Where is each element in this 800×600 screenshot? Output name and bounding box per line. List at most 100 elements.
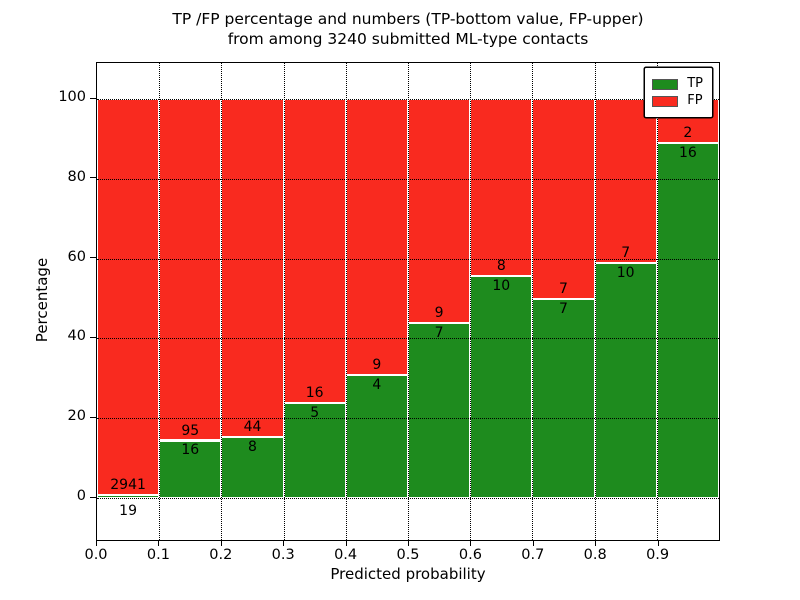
fp-count-label: 95 [181,422,200,439]
tp-bar-segment [221,436,284,498]
y-tick-label: 0 [76,488,86,504]
legend: TP FP [644,67,713,118]
x-tick-label: 0.3 [271,547,295,563]
chart-title-line1: TP /FP percentage and numbers (TP-bottom… [172,10,644,28]
tp-count-label: 16 [181,442,200,459]
x-axis-label: Predicted probability [330,565,486,583]
y-tick-label: 60 [67,248,86,265]
grid-hline [97,418,719,420]
bar-bin-0.8-0.9: 7 10 [594,99,657,498]
fp-count-label: 9 [434,305,444,322]
chart-title-line2: from among 3240 submitted ML-type contac… [227,30,589,48]
grid-vline [594,63,596,540]
legend-label-fp: FP [687,93,703,108]
tp-bar-segment [532,298,595,498]
tp-bar-segment [408,323,471,498]
x-tick-mark [532,541,534,546]
fp-bar-segment [345,99,408,376]
tp-color-swatch [652,78,679,90]
y-tick-label: 100 [58,89,86,105]
fp-color-swatch [652,95,679,107]
bar-bin-0.9-1.0: 2 16 [656,99,719,498]
y-tick-label: 20 [67,408,86,425]
x-tick-label: 0.0 [84,547,108,563]
tp-count-label: 4 [372,377,382,394]
grid-vline [345,63,347,540]
tp-count-label: 16 [678,145,697,162]
tp-count-label: 10 [616,265,635,282]
tp-bar-segment [656,143,719,498]
tp-bar-segment [97,495,160,498]
tp-bar-segment [345,375,408,498]
fp-bar-segment [594,99,657,264]
y-tick-mark [90,177,96,179]
fp-bar-segment [159,99,222,441]
grid-vline [221,63,223,540]
grid-hline [97,99,719,100]
grid-vline [283,63,285,540]
tp-bar-segment [470,276,533,498]
fp-bar-segment [283,99,346,403]
chart-title: TP /FP percentage and numbers (TP-bottom… [96,9,720,49]
x-tick-mark [283,541,285,546]
x-tick-label: 0.4 [334,547,358,563]
x-tick-mark [657,541,659,546]
grid-hline [97,178,719,180]
tp-count-label: 7 [434,325,444,342]
x-tick-mark [408,541,409,546]
x-tick-label: 0.9 [646,547,670,563]
bar-bin-0.6-0.7: 8 10 [470,99,533,498]
x-tick-label: 0.5 [396,547,420,563]
tp-count-label: 7 [559,300,568,317]
grid-vline [470,63,472,540]
plot-area: 2941 19 95 16 44 8 16 5 9 4 9 7 8 10 7 7 7 10 2 16 TP FP [96,62,720,541]
fp-count-label: 9 [372,357,382,374]
legend-item-fp: FP [652,94,703,108]
x-tick-mark [158,541,160,546]
fp-count-label: 44 [243,418,262,435]
tp-count-label: 10 [492,278,511,295]
legend-item-tp: TP [652,77,703,91]
tp-count-label: 8 [248,438,257,455]
y-tick-mark [90,416,96,418]
fp-bar-segment [408,99,471,324]
y-tick-mark [90,97,96,99]
y-tick-mark [90,336,96,338]
x-tick-mark [345,541,347,546]
fp-count-label: 8 [496,258,506,275]
grid-vline [656,63,658,540]
x-tick-label: 0.7 [521,547,545,563]
fp-count-label: 2941 [110,477,146,494]
x-tick-mark [470,541,472,546]
bar-bin-0.1-0.2: 95 16 [159,99,222,498]
x-tick-mark [96,541,97,546]
fp-bar-segment [532,99,595,299]
y-tick-mark [90,496,96,498]
grid-hline [97,338,719,340]
fp-count-label: 16 [305,385,324,401]
legend-label-tp: TP [687,76,703,91]
bar-bin-0.3-0.4: 16 5 [283,99,346,498]
x-tick-label: 0.8 [583,547,607,563]
tp-count-label: 5 [310,405,320,421]
grid-hline [97,258,719,260]
y-tick-mark [90,257,96,259]
tp-bar-segment [594,263,657,498]
grid-hline [97,498,719,499]
fp-count-label: 7 [621,245,631,262]
grid-vline [159,63,161,540]
grid-vline [408,63,409,540]
x-tick-label: 0.1 [146,547,170,563]
x-tick-label: 0.6 [458,547,482,563]
tp-bar-segment [159,440,222,498]
fp-bar-segment [470,99,533,277]
grid-vline [532,63,534,540]
tp-count-label: 19 [119,503,137,519]
fp-count-label: 7 [559,280,568,297]
x-tick-mark [220,541,222,546]
fp-count-label: 2 [683,125,693,142]
bar-bin-0.2-0.3: 44 8 [221,99,284,498]
